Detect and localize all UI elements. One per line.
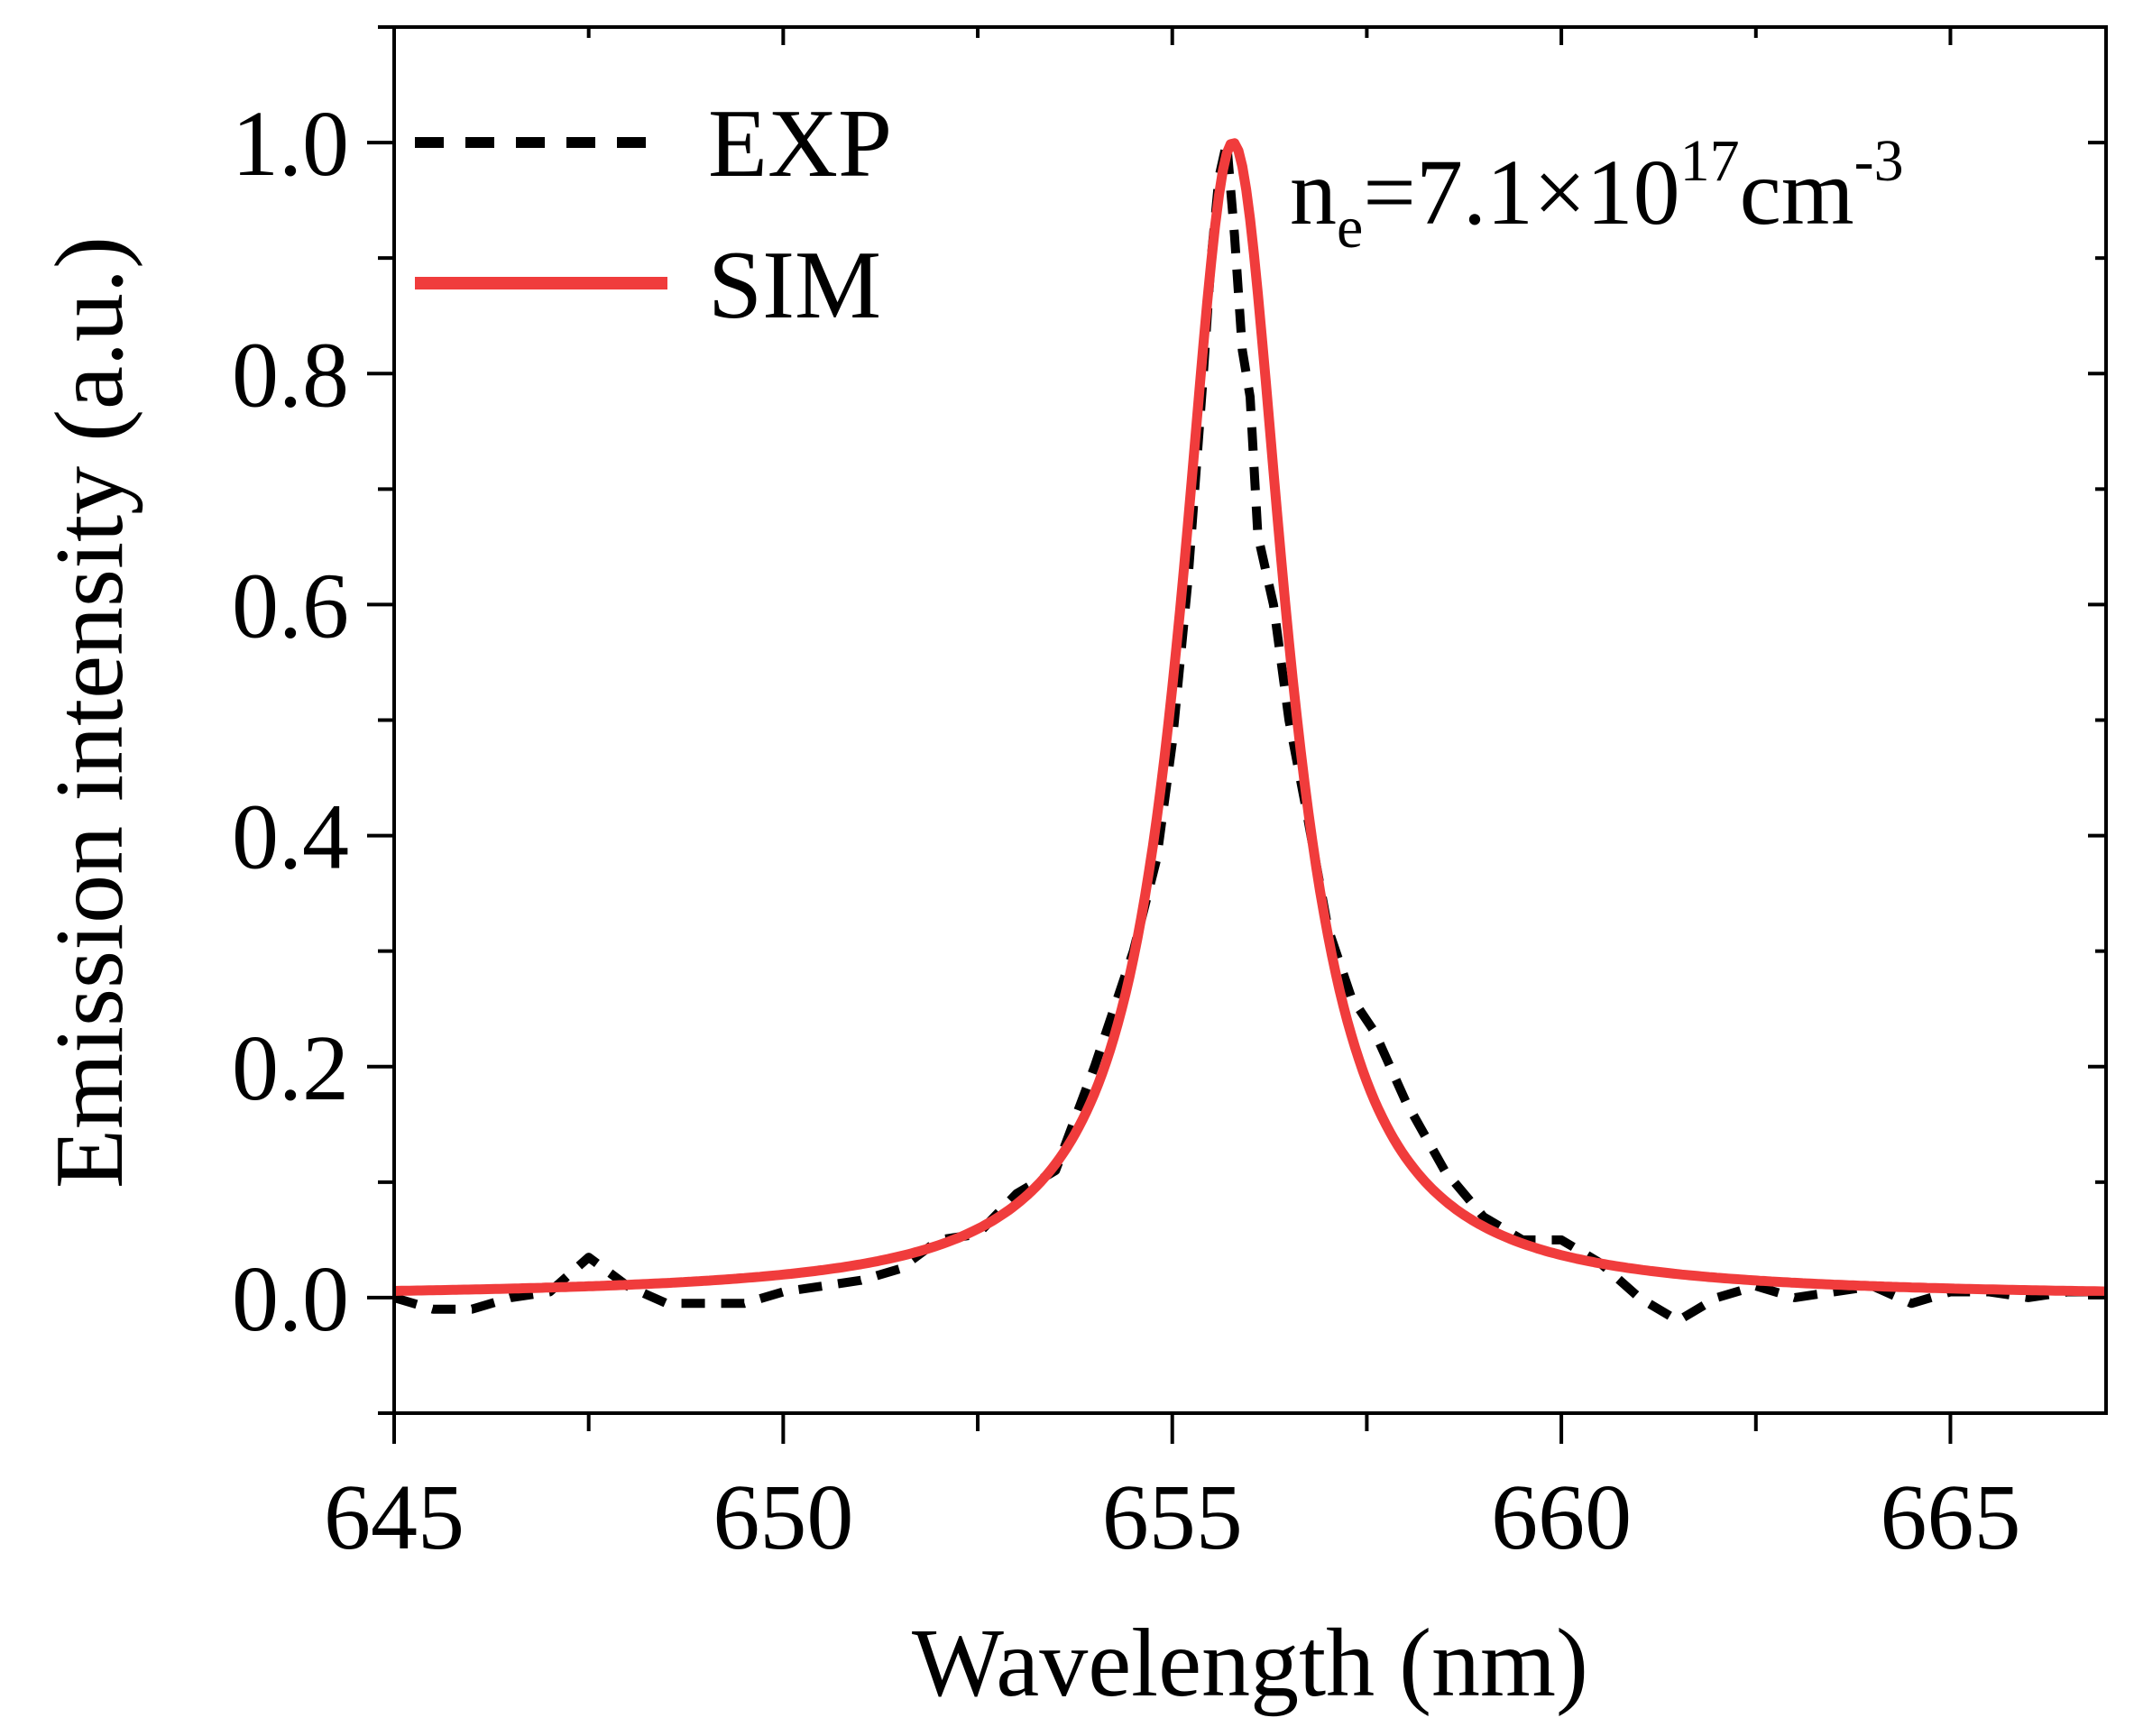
y-tick-label: 0.2 (232, 1016, 349, 1120)
legend: EXP SIM (415, 90, 892, 339)
y-axis-label: Emission intensity (a.u.) (36, 236, 143, 1189)
y-tick-label: 0.8 (232, 323, 349, 427)
y-tick-label: 0.6 (232, 554, 349, 657)
annot-sub: e (1337, 195, 1363, 261)
annot-sup2: -3 (1854, 128, 1904, 194)
exp-series-line (392, 138, 2106, 1326)
y-tick-label: 0.4 (232, 785, 349, 889)
electron-density-annotation: ne=7.1×1017cm-3 (1290, 128, 1904, 261)
x-tick-label: 650 (713, 1465, 853, 1569)
x-axis-label: Wavelength (nm) (912, 1610, 1588, 1717)
annot-unit: cm (1740, 141, 1854, 244)
x-tick-label: 655 (1102, 1465, 1243, 1569)
annot-sup1: 17 (1680, 128, 1740, 194)
x-tick-label: 665 (1880, 1465, 2020, 1569)
legend-exp-label: EXP (708, 90, 892, 197)
x-tick-label: 645 (324, 1465, 465, 1569)
legend-sim-label: SIM (708, 232, 881, 339)
annot-base: n (1290, 141, 1337, 244)
y-tick-label: 1.0 (232, 92, 349, 196)
sim-series-line (392, 138, 2108, 1297)
x-tick-label: 660 (1491, 1465, 1632, 1569)
y-tick-label: 0.0 (232, 1247, 349, 1351)
annot-middle: =7.1×10 (1363, 141, 1679, 244)
